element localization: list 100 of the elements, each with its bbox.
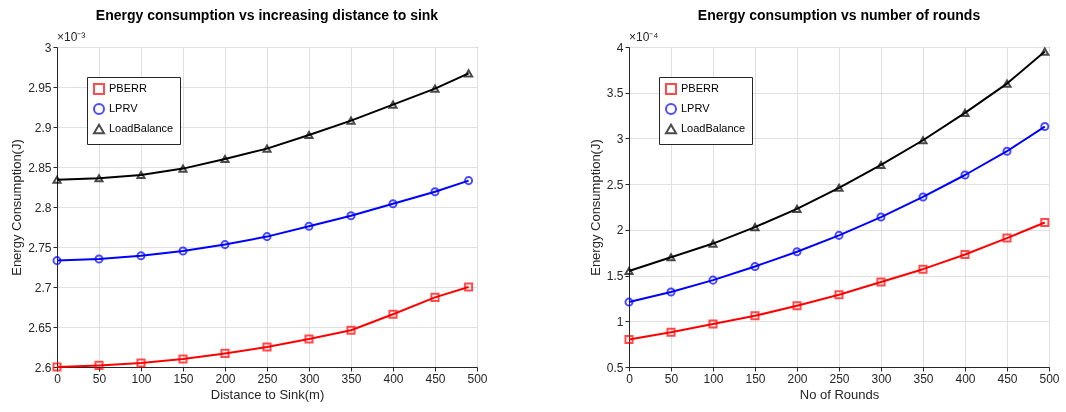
point <box>876 212 886 222</box>
point <box>262 144 272 153</box>
point <box>430 187 440 197</box>
text: ×10⁻³ <box>57 30 86 44</box>
y-tick-label: 3 <box>616 131 624 146</box>
legend-label: PBERR <box>681 82 719 94</box>
x-axis-title: No of Rounds <box>799 386 880 402</box>
text: ×10⁻⁴ <box>629 30 659 44</box>
x-tick-label: 350 <box>913 371 934 386</box>
point <box>708 319 718 329</box>
point <box>1002 233 1012 243</box>
y-tick-label: 2.6 <box>34 360 52 375</box>
point <box>262 232 272 242</box>
point <box>1002 79 1012 88</box>
point <box>876 277 886 287</box>
chart-title: Energy consumption vs increasing distance to sink <box>95 7 439 23</box>
point <box>834 183 844 192</box>
point <box>262 342 272 352</box>
y-tick-label: 2.5 <box>606 177 624 192</box>
x-tick-label: 350 <box>341 371 362 386</box>
point <box>220 348 230 358</box>
point <box>792 247 802 257</box>
point <box>304 221 314 231</box>
legend-label: LPRV <box>109 102 139 114</box>
point <box>388 199 398 209</box>
y-tick-label: 2 <box>616 223 624 238</box>
point <box>346 116 356 125</box>
x-tick-label: 450 <box>425 371 446 386</box>
x-tick-label: 300 <box>299 371 320 386</box>
x-tick-label: 100 <box>703 371 724 386</box>
x-tick-label: 400 <box>383 371 404 386</box>
point <box>220 240 230 250</box>
point <box>750 311 760 321</box>
point <box>792 204 802 213</box>
point <box>430 292 440 302</box>
point <box>960 170 970 180</box>
y-tick-label: 2.85 <box>28 160 52 175</box>
y-tick-label: 1 <box>616 314 624 329</box>
y-tick-label: 1.5 <box>606 269 624 284</box>
legend-label: LoadBalance <box>681 122 746 134</box>
legend-label: PBERR <box>109 82 147 94</box>
y-tick-label: 4 <box>616 40 624 55</box>
x-tick-label: 250 <box>829 371 850 386</box>
point <box>178 246 188 256</box>
y-axis-title: Energy Consumption(J) <box>587 139 603 276</box>
point <box>960 108 970 117</box>
y-tick-label: 2.65 <box>28 320 52 335</box>
point <box>918 264 928 274</box>
point <box>346 325 356 335</box>
legend-label: LPRV <box>681 102 711 114</box>
point <box>666 327 676 337</box>
x-tick-label: 200 <box>787 371 808 386</box>
x-tick-label: 0 <box>54 371 62 386</box>
point <box>388 100 398 109</box>
x-tick-label: 0 <box>626 371 634 386</box>
point <box>94 254 104 264</box>
point <box>666 287 676 297</box>
point <box>346 211 356 221</box>
point <box>750 223 760 232</box>
point <box>52 362 62 372</box>
point <box>1040 47 1050 56</box>
point <box>94 360 104 370</box>
x-tick-label: 150 <box>173 371 194 386</box>
point <box>304 130 314 140</box>
point <box>708 275 718 285</box>
point <box>834 290 844 300</box>
y-tick-label: 2.95 <box>28 80 52 95</box>
point <box>388 309 398 319</box>
legend-label: LoadBalance <box>109 122 174 134</box>
point <box>834 230 844 240</box>
point <box>94 174 104 183</box>
point <box>464 69 474 78</box>
point <box>430 84 440 93</box>
point <box>666 253 676 262</box>
x-tick-label: 50 <box>92 371 107 386</box>
y-tick-label: 2.9 <box>34 120 52 135</box>
x-tick-label: 250 <box>257 371 278 386</box>
point <box>304 334 314 344</box>
y-tick-label: 0.5 <box>606 360 624 375</box>
x-axis-title: Distance to Sink(m) <box>210 386 325 402</box>
point <box>1002 146 1012 156</box>
point <box>918 136 928 145</box>
x-tick-label: 100 <box>131 371 152 386</box>
x-tick-label: 450 <box>997 371 1018 386</box>
x-tick-label: 500 <box>1039 371 1060 386</box>
chart-title: Energy consumption vs number of rounds <box>697 7 981 23</box>
point <box>464 282 474 292</box>
point <box>1040 218 1050 228</box>
point <box>960 250 970 260</box>
point <box>792 301 802 311</box>
y-tick-label: 3 <box>44 40 52 55</box>
point <box>876 160 886 169</box>
x-tick-label: 50 <box>664 371 679 386</box>
point <box>136 358 146 368</box>
point <box>750 261 760 271</box>
y-tick-label: 2.8 <box>34 200 52 215</box>
point <box>918 192 928 202</box>
point <box>220 154 230 164</box>
y-axis-title: Energy Consumption(J) <box>9 139 25 276</box>
point <box>136 251 146 261</box>
